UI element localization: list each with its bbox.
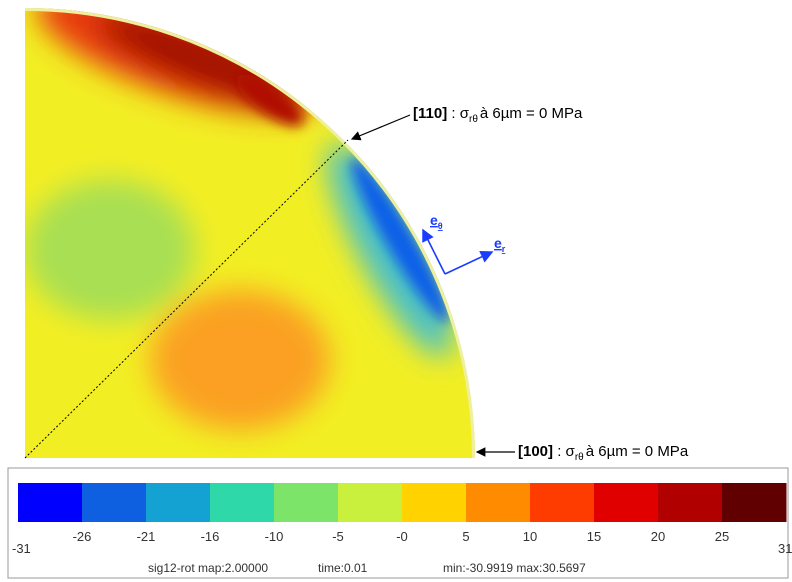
vector-label: er — [494, 235, 506, 254]
colorbar: -31 -26 -21 -16 -10 -5 -0 5 10 15 20 25 31 — [12, 483, 792, 556]
color-swatch — [722, 483, 787, 522]
colorbar-label: -16 — [201, 529, 220, 544]
colorbar-label: 15 — [587, 529, 601, 544]
footer: sig12-rot map:2.00000 — [148, 561, 268, 575]
vector — [422, 228, 446, 275]
color-swatch — [146, 483, 211, 522]
arrow — [350, 114, 411, 141]
color-swatch — [210, 483, 275, 522]
colorbar-label: -26 — [73, 529, 92, 544]
color-swatch — [18, 483, 83, 522]
color-swatch — [82, 483, 147, 522]
colorbar-label: -0 — [396, 529, 408, 544]
color-swatch — [594, 483, 659, 522]
colorbar-label: -5 — [332, 529, 344, 544]
colorbar-label: 10 — [523, 529, 537, 544]
colorbar-label: -31 — [12, 541, 31, 556]
color-swatch — [338, 483, 403, 522]
colorbar-label: 5 — [462, 529, 469, 544]
colorbar-label: 25 — [715, 529, 729, 544]
vector-label: eθ — [430, 212, 443, 231]
color-swatch — [274, 483, 339, 522]
color-swatch — [658, 483, 723, 522]
footer: time:0.01 — [318, 561, 368, 575]
annotation: [100] : σrθ à 6µm = 0 MPa — [518, 443, 689, 463]
stress-map — [25, 8, 475, 458]
colorbar-label: -10 — [265, 529, 284, 544]
annotation: [110] : σrθ à 6µm = 0 MPa — [413, 105, 583, 125]
color-swatch — [530, 483, 595, 522]
colorbar-label: 31 — [778, 541, 792, 556]
diagonal — [24, 139, 349, 459]
colorbar-label: -21 — [137, 529, 156, 544]
footer: min:-30.9919 max:30.5697 — [443, 561, 586, 575]
vector — [444, 250, 494, 275]
color-swatch — [402, 483, 467, 522]
colorbar-label: 20 — [651, 529, 665, 544]
color-swatch — [466, 483, 531, 522]
